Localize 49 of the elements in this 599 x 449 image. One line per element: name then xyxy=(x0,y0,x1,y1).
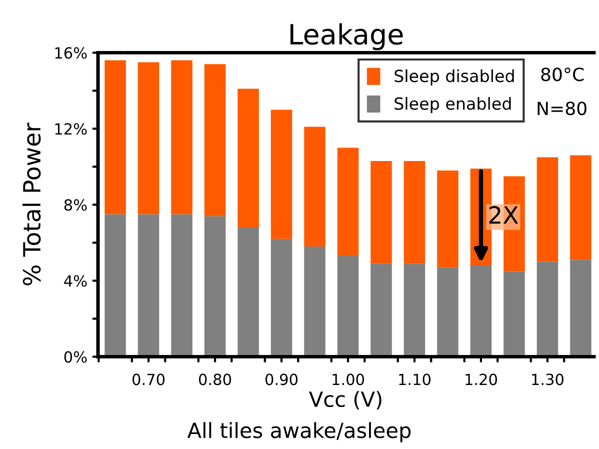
bar xyxy=(104,214,126,357)
x-axis-title: Vcc (V) xyxy=(309,390,382,410)
bar xyxy=(138,214,160,357)
y-tick-label: 0% xyxy=(64,351,87,363)
bar xyxy=(570,155,592,260)
bar xyxy=(536,262,558,357)
x-tick-label: 0.70 xyxy=(132,374,165,386)
bar xyxy=(337,148,359,256)
bar xyxy=(536,157,558,262)
y-tick-label: 4% xyxy=(64,275,87,287)
legend-label: Sleep disabled xyxy=(394,69,514,86)
bar xyxy=(570,260,592,357)
x-tick-label: 1.00 xyxy=(332,374,364,386)
text: All tiles awake/asleep xyxy=(187,422,411,442)
bar xyxy=(204,216,226,357)
x-tick-label: 0.80 xyxy=(199,374,232,386)
bar xyxy=(504,271,525,357)
bar xyxy=(171,214,192,357)
bar xyxy=(104,60,126,214)
bar xyxy=(437,267,458,357)
x-tick-label: 1.20 xyxy=(466,374,497,386)
y-tick-label: 12% xyxy=(55,123,87,135)
y-axis-title: % Total Power xyxy=(22,122,41,286)
bar xyxy=(404,161,426,264)
bar xyxy=(437,170,458,268)
bar xyxy=(304,246,326,357)
bar xyxy=(238,228,259,357)
x-tick-label: 1.10 xyxy=(399,374,430,386)
bar xyxy=(204,64,226,216)
annotation: N=80 xyxy=(538,102,586,116)
annotation: 80°C xyxy=(541,68,584,82)
bar xyxy=(470,266,492,357)
annotation: 2X xyxy=(489,206,518,224)
bar xyxy=(238,88,259,228)
bar xyxy=(270,238,292,357)
bar xyxy=(404,264,426,357)
legend-label: Sleep enabled xyxy=(394,96,511,114)
x-tick-label: 0.90 xyxy=(266,374,298,386)
bar xyxy=(370,161,392,264)
bar xyxy=(304,126,326,246)
x-tick-label: 1.30 xyxy=(532,374,564,386)
y-tick-label: 16% xyxy=(55,47,87,59)
y-tick-label: 8% xyxy=(64,199,87,211)
bar xyxy=(370,264,392,357)
bar xyxy=(171,60,192,214)
bar xyxy=(138,62,160,214)
bar xyxy=(270,110,292,239)
bar xyxy=(337,256,359,357)
chart-title: Leakage xyxy=(290,23,403,50)
